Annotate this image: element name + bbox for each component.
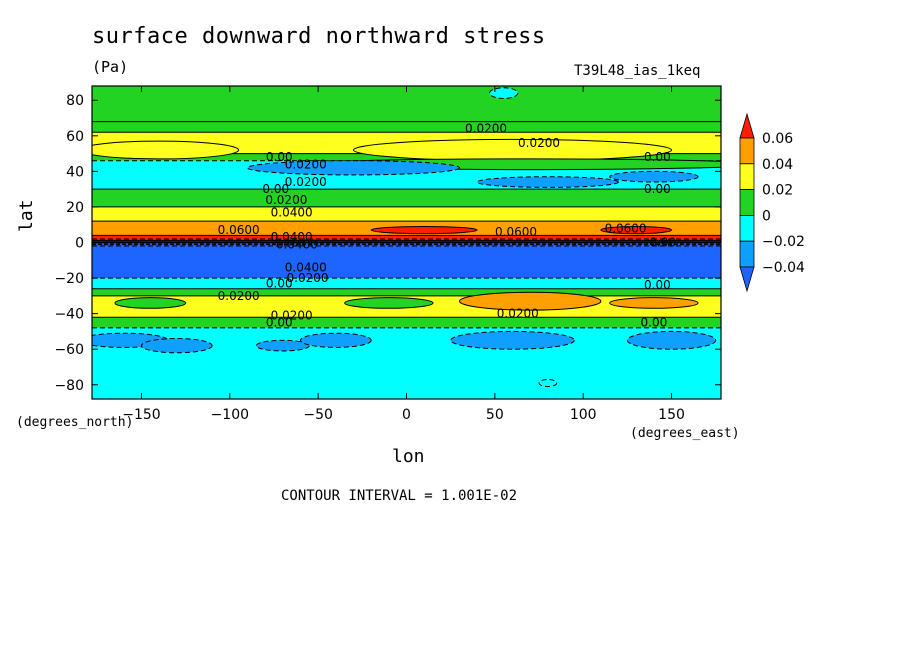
contour-feature xyxy=(255,339,310,352)
contour-feature xyxy=(609,170,699,183)
contour-fill-layer xyxy=(92,86,721,399)
zonal-band xyxy=(92,121,721,133)
contour-label: 0.0600 xyxy=(605,221,647,235)
contour-feature xyxy=(450,330,575,350)
contour-label: 0.0200 xyxy=(285,175,327,189)
contour-label: 0.0200 xyxy=(265,193,307,207)
x-tick-label: 0 xyxy=(402,407,411,423)
contour-label: 0.0200 xyxy=(465,122,507,136)
contour-label: 0.0200 xyxy=(271,308,313,322)
contour-label: 0.00 xyxy=(266,150,293,164)
x-tick-label: 150 xyxy=(658,407,685,423)
contour-label: 0.0400 xyxy=(276,237,318,251)
contour-label: 0.00 xyxy=(266,276,293,290)
colorbar-label: −0.02 xyxy=(762,234,805,250)
zonal-band xyxy=(92,288,721,296)
zonal-band xyxy=(92,189,721,207)
contour-feature xyxy=(626,330,717,350)
y-tick-label: 60 xyxy=(66,129,84,145)
contour-label: 0.0200 xyxy=(497,307,539,321)
zonal-band xyxy=(92,246,721,279)
contour-label: 0.00 xyxy=(649,236,676,250)
units-label: (Pa) xyxy=(92,58,129,76)
y-tick-label: 20 xyxy=(66,200,84,216)
contour-feature xyxy=(114,297,187,309)
contour-feature xyxy=(370,225,478,235)
colorbar-segment xyxy=(739,163,755,191)
axes-layer: −150 −100 −50 0 50 100 150 −80 −60 −40 −20 0 20 40 60 8… xyxy=(54,86,721,423)
x-axis-label: lon xyxy=(392,446,425,467)
contour-label: 0.00 xyxy=(644,150,671,164)
contour-feature xyxy=(600,225,673,235)
colorbar-label: 0.06 xyxy=(762,131,793,147)
colorbar-segment xyxy=(739,189,755,216)
contour-feature xyxy=(92,140,240,160)
zonal-band xyxy=(92,235,721,239)
y-unit-note: (degrees_north) xyxy=(16,415,134,430)
contour-label: 0.00 xyxy=(262,182,289,196)
contour-feature xyxy=(246,160,461,176)
y-tick-label: 40 xyxy=(66,164,84,180)
x-tick-label: 50 xyxy=(486,407,504,423)
contour-label: 0.0400 xyxy=(285,260,327,274)
contour-feature xyxy=(489,87,519,99)
contour-feature xyxy=(609,297,699,309)
colorbar-segment xyxy=(739,214,755,242)
contour-label: 0.0400 xyxy=(271,205,313,219)
run-label: T39L48_ias_1keq xyxy=(574,63,701,79)
contour-label: 0.0600 xyxy=(218,223,260,237)
y-tick-label: 80 xyxy=(66,93,84,109)
contour-label: 0.00 xyxy=(644,278,671,292)
colorbar-segment xyxy=(739,137,755,165)
x-tick-label: −150 xyxy=(122,407,160,423)
contour-feature xyxy=(344,297,434,309)
y-tick-label: 0 xyxy=(75,236,84,252)
contour-label: 0.0200 xyxy=(218,289,260,303)
contour-label: 0.0200 xyxy=(518,136,560,150)
contour-feature xyxy=(299,332,372,348)
y-tick-label: −80 xyxy=(54,378,84,394)
chart-title: surface downward northward stress xyxy=(92,24,546,49)
contour-label: 0.00 xyxy=(641,316,668,330)
y-tick-label: −40 xyxy=(54,307,84,323)
y-tick-label: −60 xyxy=(54,342,84,358)
zonal-band xyxy=(92,317,721,328)
contour-label: 0.0200 xyxy=(287,271,329,285)
zonal-band xyxy=(92,278,721,289)
colorbar: 0.06 0.04 0.02 0 −0.02 −0.04 xyxy=(739,112,805,293)
x-tick-label: −50 xyxy=(303,407,333,423)
contour-feature xyxy=(352,138,673,162)
colorbar-cap-bottom xyxy=(739,266,755,293)
colorbar-label: −0.04 xyxy=(762,260,805,276)
contour-feature xyxy=(538,378,558,388)
contour-label: 0.00 xyxy=(266,316,293,330)
y-tick-label: −20 xyxy=(54,271,84,287)
x-tick-label: 100 xyxy=(570,407,597,423)
contour-label: 0.00 xyxy=(644,182,671,196)
x-tick-label: −100 xyxy=(211,407,249,423)
contour-label: 0.0600 xyxy=(495,225,537,239)
colorbar-segment xyxy=(739,240,755,268)
colorbar-label: 0 xyxy=(762,208,771,224)
colorbar-label: 0.02 xyxy=(762,183,793,199)
x-unit-note: (degrees_east) xyxy=(630,426,740,441)
contour-feature xyxy=(476,176,620,188)
contour-label: 0.0200 xyxy=(285,157,327,171)
contour-feature xyxy=(459,291,602,311)
colorbar-label: 0.04 xyxy=(762,157,793,173)
colorbar-cap-top xyxy=(739,112,755,139)
contour-interval-note: CONTOUR INTERVAL = 1.001E-02 xyxy=(281,488,518,504)
zonal-band xyxy=(92,206,721,222)
contour-feature xyxy=(140,338,213,354)
contour-label: 0.0400 xyxy=(271,230,313,244)
